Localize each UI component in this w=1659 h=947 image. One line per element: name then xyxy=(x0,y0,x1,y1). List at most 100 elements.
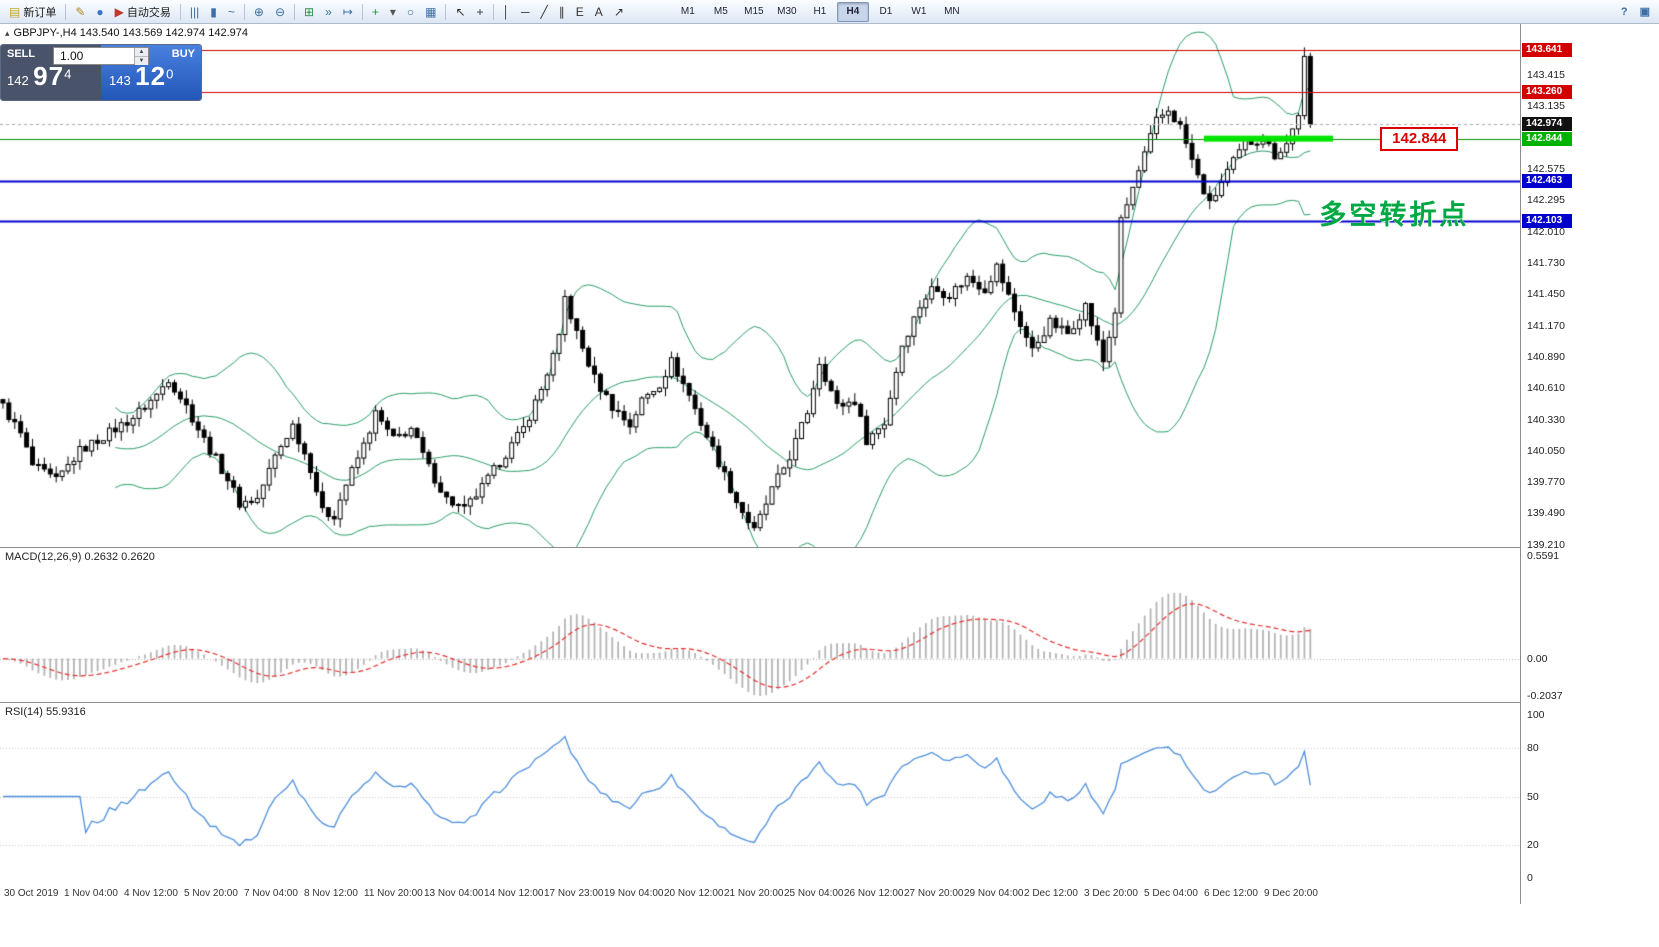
trendline-button[interactable]: ╱ xyxy=(536,1,553,23)
chart-workspace: 143.415 143.135 142.575 142.295 142.010 141.7… xyxy=(0,24,1659,947)
channel-icon: ∥ xyxy=(558,4,565,19)
price-tick-label: 141.450 xyxy=(1527,288,1565,301)
bar-chart-icon: ||| xyxy=(189,4,200,19)
time-tick-label: 19 Nov 04:00 xyxy=(604,888,664,899)
toolbar-separator xyxy=(243,3,245,20)
new-order-button[interactable]: ▤ 新订单 xyxy=(4,1,61,23)
timeframe-button-m30[interactable]: M30 xyxy=(777,6,797,17)
rsi-indicator-canvas[interactable] xyxy=(0,703,1520,884)
chart-shift-icon: ↦ xyxy=(342,4,353,19)
time-tick-label: 21 Nov 20:00 xyxy=(724,888,784,899)
price-scale[interactable]: 143.415 143.135 142.575 142.295 142.010 141.7… xyxy=(1521,24,1659,904)
window-list-button[interactable]: ▣ xyxy=(1639,6,1650,18)
fibonacci-button[interactable]: E xyxy=(571,1,589,23)
price-tick-label: 140.330 xyxy=(1527,413,1565,426)
auto-scroll-button[interactable]: » xyxy=(320,1,337,23)
lot-size-value: 1.00 xyxy=(60,49,84,63)
crosshair-icon: + xyxy=(476,4,484,19)
market-info-icon: ● xyxy=(96,4,104,19)
time-tick-label: 3 Dec 20:00 xyxy=(1084,888,1138,899)
macd-tick-label: 0.5591 xyxy=(1527,550,1560,562)
autotrading-button[interactable]: ▶ 自动交易 xyxy=(110,1,176,23)
price-tick-label: 143.135 xyxy=(1527,100,1565,113)
sell-price: 142 974 xyxy=(7,61,72,91)
time-tick-label: 9 Dec 20:00 xyxy=(1264,888,1318,899)
text-icon: A xyxy=(594,4,603,19)
timeframe-button-w1[interactable]: W1 xyxy=(911,6,927,17)
styler-button[interactable]: ✎ xyxy=(70,1,90,23)
time-tick-label: 11 Nov 20:00 xyxy=(364,888,423,899)
horizontal-line-button[interactable]: ─ xyxy=(516,1,535,23)
sell-button-label: SELL xyxy=(7,48,36,60)
channel-button[interactable]: ∥ xyxy=(554,1,570,23)
toolbar-separator xyxy=(492,3,494,20)
cursor-icon: ↖ xyxy=(455,4,466,19)
styler-icon: ✎ xyxy=(75,4,86,19)
text-button[interactable]: A xyxy=(590,1,608,23)
indicators-menu-button[interactable]: ▾ xyxy=(385,1,401,23)
panel-separator[interactable] xyxy=(0,702,1659,703)
periods-menu-icon: ○ xyxy=(406,4,415,19)
indicators-menu-icon: ▾ xyxy=(389,4,396,19)
time-tick-label: 7 Nov 04:00 xyxy=(244,888,298,899)
lot-spinner: ▲ ▼ xyxy=(134,48,148,65)
autotrading-icon: ▶ xyxy=(114,4,124,19)
rsi-label: RSI(14) 55.9316 xyxy=(5,706,86,718)
chart-shift-button[interactable]: ↦ xyxy=(338,1,358,23)
one-click-trading-panel: SELL 142 974 BUY 143 120 1.00 ▲ ▼ xyxy=(0,44,202,101)
time-axis[interactable]: 30 Oct 2019 1 Nov 04:00 4 Nov 12:00 5 Nov 2… xyxy=(0,884,1520,904)
templates-button[interactable]: ▦ xyxy=(420,1,441,23)
macd-tick-label: 0.00 xyxy=(1527,652,1548,665)
timeframe-button-h4[interactable]: H4 xyxy=(836,1,869,22)
candlestick-chart-icon: ▮ xyxy=(210,4,217,19)
collapse-oneclick-icon[interactable]: ▴ xyxy=(5,27,10,38)
cursor-button[interactable]: ↖ xyxy=(450,1,470,23)
price-tick-label: 140.050 xyxy=(1527,444,1565,457)
arrows-button[interactable]: ↗ xyxy=(609,1,629,23)
timeframe-button-d1[interactable]: D1 xyxy=(879,6,893,17)
zoom-out-button[interactable]: ⊖ xyxy=(270,1,290,23)
tile-windows-button[interactable]: ⊞ xyxy=(299,1,319,23)
panel-separator[interactable] xyxy=(0,547,1659,548)
vertical-line-button[interactable]: │ xyxy=(498,1,516,23)
periods-menu-button[interactable]: ○ xyxy=(402,1,419,23)
bar-chart-button[interactable]: ||| xyxy=(185,1,204,23)
lot-size-field[interactable]: 1.00 ▲ ▼ xyxy=(53,47,149,65)
timeframe-button-m15[interactable]: M15 xyxy=(744,6,764,17)
rsi-tick-label: 50 xyxy=(1527,790,1539,803)
templates-icon: ▦ xyxy=(425,4,437,19)
price-annotation-label[interactable]: 142.844 xyxy=(1380,126,1459,151)
main-toolbar: ▤ 新订单 ✎ ● ▶ 自动交易 ||| ▮ ~ ⊕ ⊖ ⊞» ↦ + ▾ ○ ▦ ↖ + │ ─ ╱ ∥ E A ↗ M1 M5 M… xyxy=(0,0,1659,24)
time-tick-label: 30 Oct 2019 xyxy=(4,888,59,899)
pivot-annotation-text[interactable]: 多空转折点 xyxy=(1319,200,1470,231)
lot-decrease-button[interactable]: ▼ xyxy=(135,57,148,65)
line-chart-button[interactable]: ~ xyxy=(223,1,240,23)
indicators-button[interactable]: + xyxy=(367,1,384,23)
zoom-in-button[interactable]: ⊕ xyxy=(249,1,269,23)
buy-price: 143 120 xyxy=(109,61,174,91)
toolbar-separator xyxy=(65,3,67,20)
rsi-tick-label: 80 xyxy=(1527,741,1539,754)
scale-border xyxy=(1520,24,1521,904)
time-tick-label: 13 Nov 04:00 xyxy=(424,888,484,899)
timeframe-button-m5[interactable]: M5 xyxy=(713,6,728,17)
timeframe-button-m1[interactable]: M1 xyxy=(680,6,695,17)
timeframe-toolbar: M1 M5 M15 M30 H1 H4 D1 W1 MN xyxy=(672,1,968,22)
candlestick-chart-button[interactable]: ▮ xyxy=(205,1,222,23)
macd-indicator-canvas[interactable] xyxy=(0,548,1520,702)
price-tag-resistance-low: 143.260 xyxy=(1522,85,1572,100)
help-button[interactable]: ? xyxy=(1620,5,1628,18)
time-tick-label: 27 Nov 20:00 xyxy=(904,888,964,899)
timeframe-button-h1[interactable]: H1 xyxy=(813,6,827,17)
time-tick-label: 4 Nov 12:00 xyxy=(124,888,178,899)
lot-increase-button[interactable]: ▲ xyxy=(135,48,148,57)
crosshair-button[interactable]: + xyxy=(472,1,489,23)
price-chart-canvas[interactable] xyxy=(0,24,1520,547)
timeframe-button-mn[interactable]: MN xyxy=(944,6,960,17)
macd-label: MACD(12,26,9) 0.2632 0.2620 xyxy=(5,551,155,563)
autotrading-button-label: 自动交易 xyxy=(126,6,171,19)
market-info-button[interactable]: ● xyxy=(91,1,108,23)
price-tick-label: 139.210 xyxy=(1527,538,1565,551)
time-tick-label: 5 Nov 20:00 xyxy=(184,888,238,899)
